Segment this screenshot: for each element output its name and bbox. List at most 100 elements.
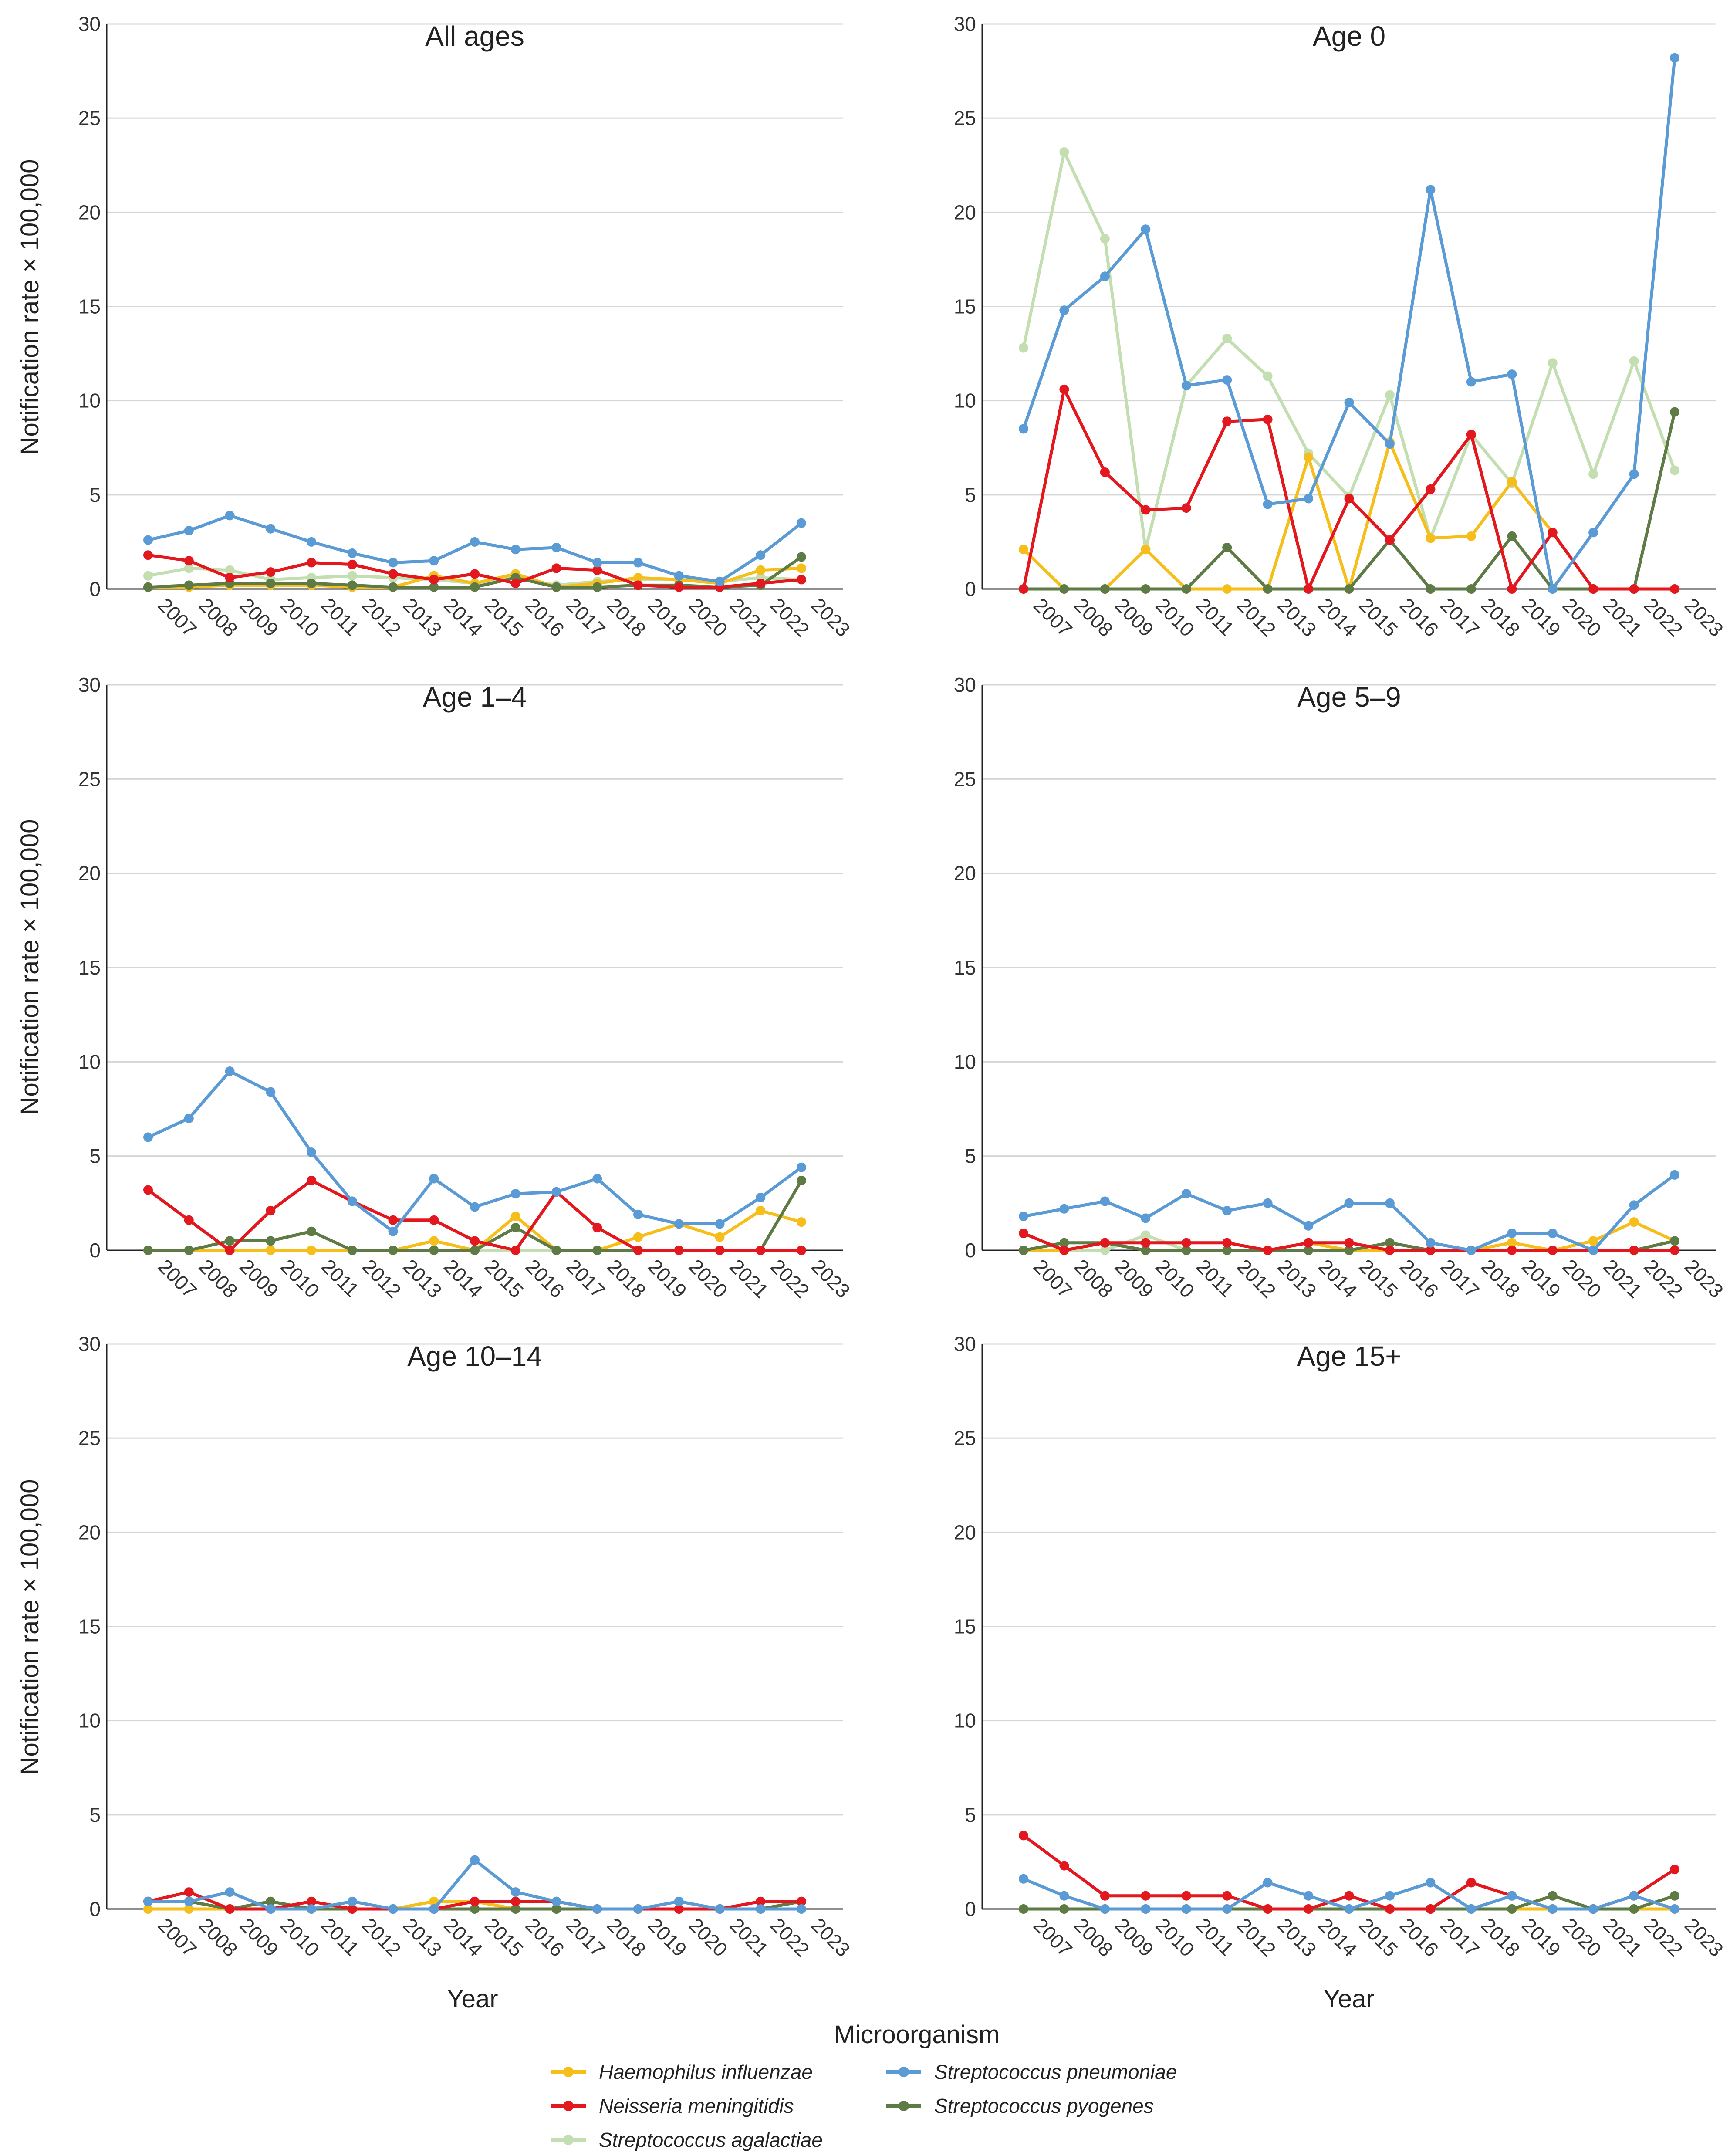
x-tick-label: 2011 xyxy=(1192,1913,1239,1960)
data-point xyxy=(470,1855,480,1865)
x-tick-label: 2021 xyxy=(1599,1913,1646,1961)
data-point xyxy=(388,1215,398,1225)
data-point xyxy=(1629,1217,1639,1227)
data-point xyxy=(266,1246,276,1255)
y-tick-label: 30 xyxy=(78,1333,101,1355)
data-point xyxy=(1263,1198,1273,1208)
data-point xyxy=(1059,147,1069,157)
data-point xyxy=(756,1206,766,1216)
panel-age-10-14: 0 5 10 15 20 25 30 2007200820092010201120122013… xyxy=(16,1333,855,1961)
data-point xyxy=(1263,371,1273,381)
y-tick-label: 0 xyxy=(89,578,101,600)
data-point xyxy=(756,579,766,588)
data-point xyxy=(1019,1246,1028,1255)
data-point xyxy=(1670,584,1679,594)
y-tick-label: 10 xyxy=(78,1709,101,1732)
x-tick-label: 2020 xyxy=(685,593,732,641)
data-point xyxy=(184,1904,194,1914)
legend-label-haemophilus: Haemophilus influenzae xyxy=(599,2061,813,2083)
data-point xyxy=(715,1232,725,1242)
data-point xyxy=(1670,1865,1679,1875)
series-line xyxy=(1022,388,1675,591)
data-point xyxy=(510,579,520,588)
data-point xyxy=(1507,584,1517,594)
data-point xyxy=(592,1904,602,1914)
data-point xyxy=(143,1904,153,1914)
data-point xyxy=(1222,1904,1232,1914)
y-tick-label: 10 xyxy=(954,389,976,412)
data-point xyxy=(674,582,684,592)
data-point xyxy=(1181,1189,1191,1199)
data-point xyxy=(1385,1238,1395,1248)
data-point xyxy=(551,582,561,592)
series-neisseria-meningitidis xyxy=(143,550,806,592)
series-line xyxy=(1022,150,1676,551)
x-tick-label: 2007 xyxy=(154,593,201,641)
data-point xyxy=(1670,1904,1679,1914)
data-point xyxy=(1222,416,1232,426)
data-point xyxy=(143,550,153,560)
x-tick-label: 2014 xyxy=(1314,1255,1362,1302)
data-point xyxy=(674,571,684,581)
data-point xyxy=(184,1215,194,1225)
data-point xyxy=(1304,1904,1314,1914)
data-point xyxy=(225,565,235,575)
data-point xyxy=(1222,542,1232,552)
y-tick-label: 5 xyxy=(965,1804,976,1826)
data-point xyxy=(1466,430,1476,440)
x-tick-label: 2013 xyxy=(1274,1913,1321,1961)
data-point xyxy=(1181,503,1191,513)
data-point xyxy=(429,1215,439,1225)
x-tick-label: 2020 xyxy=(685,1913,732,1961)
data-point xyxy=(1385,535,1395,545)
x-tick-label: 2010 xyxy=(276,593,324,641)
data-point xyxy=(1385,439,1395,449)
data-point xyxy=(307,1246,316,1255)
data-point xyxy=(388,1226,398,1236)
data-point xyxy=(797,1162,806,1172)
data-point xyxy=(551,1904,561,1914)
y-tick-label: 10 xyxy=(954,1709,976,1732)
x-tick-label: 2019 xyxy=(644,1913,691,1961)
x-tick-label: 2016 xyxy=(1395,1913,1443,1961)
data-point xyxy=(307,537,316,547)
data-point xyxy=(674,1904,684,1914)
data-point xyxy=(633,580,643,590)
data-point xyxy=(143,1132,153,1142)
data-point xyxy=(1059,1861,1069,1871)
data-point xyxy=(1100,1904,1110,1914)
data-point xyxy=(1670,1236,1679,1246)
y-tick-label: 5 xyxy=(965,484,976,506)
data-point xyxy=(592,1174,602,1184)
data-point xyxy=(1670,1246,1679,1255)
data-point xyxy=(470,582,480,592)
series-streptococcus-pneumoniae xyxy=(143,1855,806,1914)
data-point xyxy=(1304,1246,1314,1255)
data-point xyxy=(1304,452,1314,462)
legend-item-pneumoniae: Streptococcus pneumoniae xyxy=(886,2061,1177,2083)
data-point xyxy=(1344,1246,1354,1255)
data-point xyxy=(1304,1221,1314,1231)
x-tick-label: 2023 xyxy=(1680,1913,1728,1961)
data-point xyxy=(1426,1878,1436,1888)
x-tick-label: 2023 xyxy=(1680,593,1728,641)
x-tick-label: 2017 xyxy=(1436,593,1483,641)
data-point xyxy=(1670,407,1679,417)
data-point xyxy=(1507,1904,1517,1914)
data-point xyxy=(1059,1904,1069,1914)
x-tick-label: 2017 xyxy=(562,1255,609,1302)
data-point xyxy=(307,1147,316,1157)
data-point xyxy=(1100,1196,1110,1206)
data-point xyxy=(551,1896,561,1906)
data-point xyxy=(1629,356,1639,366)
data-point xyxy=(756,565,766,575)
data-point xyxy=(1344,1238,1354,1248)
x-tick-label: 2013 xyxy=(399,1255,446,1302)
y-tick-label: 25 xyxy=(78,1427,101,1449)
y-tick-label: 0 xyxy=(89,1898,101,1920)
data-point xyxy=(551,1246,561,1255)
data-point xyxy=(551,563,561,573)
data-point xyxy=(510,1223,520,1233)
data-point xyxy=(470,1896,480,1906)
x-tick-label: 2019 xyxy=(644,593,691,641)
